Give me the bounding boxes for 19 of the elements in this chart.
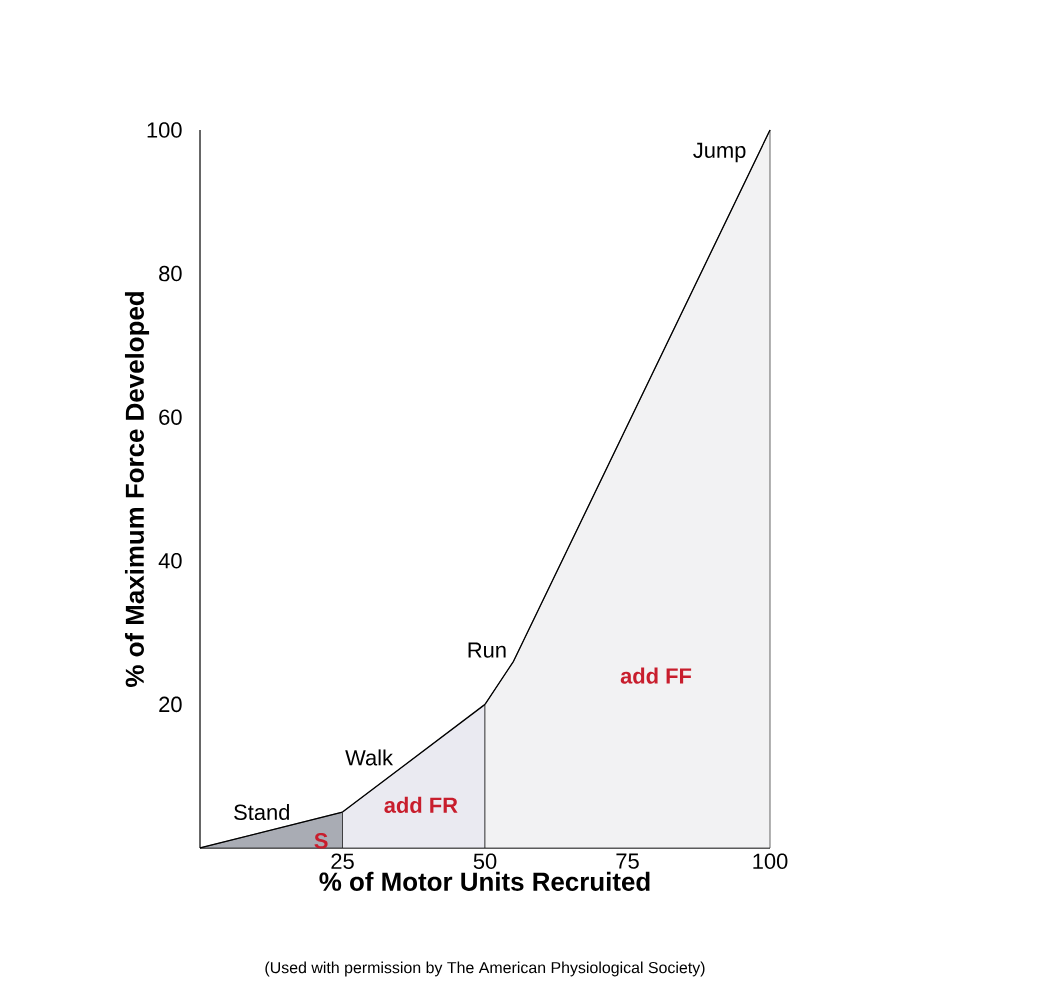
- x-axis-title: % of Motor Units Recruited: [319, 871, 650, 891]
- annotation: Jump: [693, 142, 746, 163]
- x-tick-label: 50: [473, 853, 497, 870]
- series-label: S: [314, 833, 328, 849]
- x-tick-label: 100: [753, 853, 788, 870]
- y-tick-label: 100: [147, 122, 182, 138]
- y-tick-label: 60: [159, 409, 182, 425]
- y-tick-label: 80: [159, 265, 182, 282]
- text: (Used with permission by The American Physiological Society): [265, 961, 705, 977]
- series-label: add FF: [620, 667, 692, 684]
- x-tick-label: 75: [616, 853, 639, 869]
- x-tick-label: 25: [331, 853, 354, 870]
- series-label: add FR: [384, 796, 458, 813]
- annotation: Run: [468, 642, 506, 658]
- y-tick-label: 20: [159, 696, 182, 713]
- y-axis-title: % of Maximum Force Developed: [124, 292, 150, 687]
- y-tick-label: 40: [158, 553, 182, 569]
- annotation: Stand: [234, 803, 289, 821]
- annotation: Walk: [345, 749, 394, 766]
